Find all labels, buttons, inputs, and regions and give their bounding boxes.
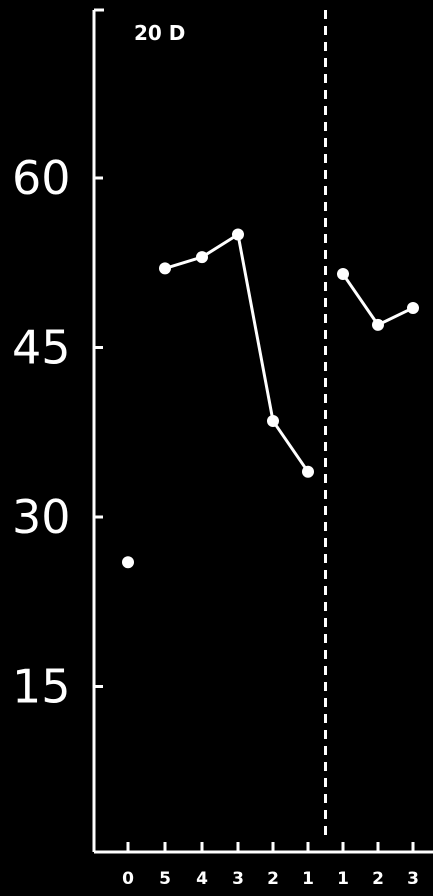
data-point [159,262,171,275]
data-point [372,318,384,331]
data-point [267,414,279,427]
x-tick-label: 1 [337,869,349,889]
x-axis-ticks: 0 5 4 3 2 1 1 2 3 [122,842,419,889]
x-tick-label: 4 [196,869,208,889]
series-points [122,228,419,569]
data-point [122,556,134,569]
x-tick-label: 5 [159,869,171,889]
data-point [337,268,349,281]
x-tick-label: 0 [122,869,134,889]
y-tick-label: 30 [12,490,71,544]
y-axis-ticks: 15 30 45 60 [12,151,103,714]
y-tick-label: 45 [12,321,71,375]
chart-annotation: 20 D [134,21,185,45]
x-tick-label: 3 [407,869,419,889]
x-tick-label: 2 [372,869,384,889]
x-tick-label: 1 [302,869,314,889]
data-point [407,301,419,314]
data-point [196,251,208,264]
x-tick-label: 3 [232,869,244,889]
data-point [232,228,244,241]
data-point [302,465,314,478]
y-tick-label: 15 [12,660,71,714]
x-tick-label: 2 [267,869,279,889]
y-tick-label: 60 [12,151,71,205]
